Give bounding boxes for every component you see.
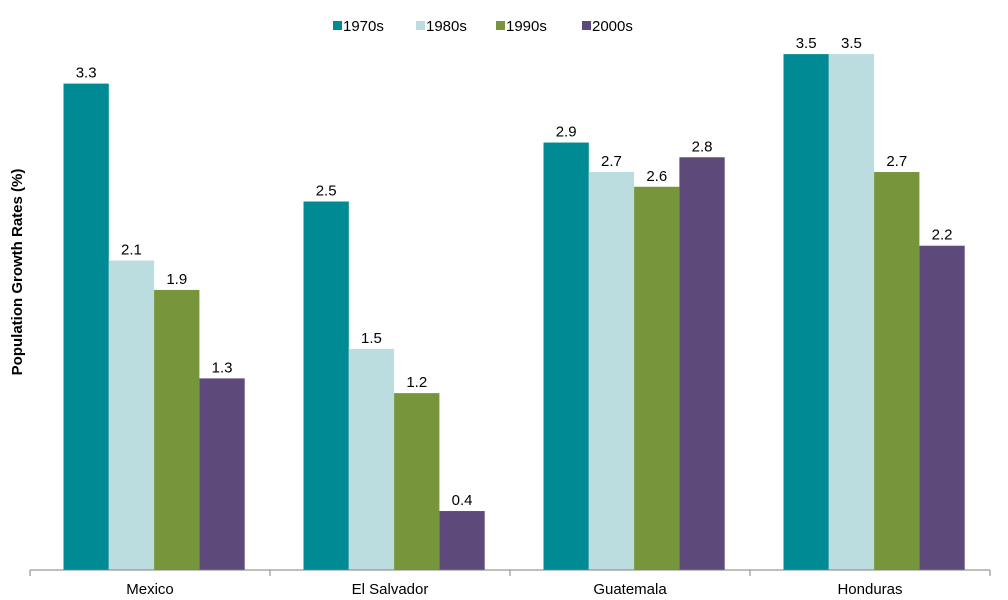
- bar-mexico-1970s: [63, 83, 109, 570]
- value-label: 1.3: [212, 359, 233, 376]
- value-label: 2.6: [646, 168, 667, 185]
- bar-el-salvador-1980s: [348, 348, 395, 570]
- legend-label: 2000s: [592, 18, 633, 35]
- bar-el-salvador-1990s: [394, 393, 440, 570]
- y-axis-label: Population Growth Rates (%): [9, 169, 26, 376]
- bar-honduras-2000s: [919, 245, 965, 570]
- x-tick-label: Mexico: [126, 581, 174, 598]
- bar-mexico-2000s: [199, 378, 245, 570]
- value-label: 1.2: [406, 374, 427, 391]
- value-label: 2.5: [316, 183, 337, 200]
- bar-guatemala-1990s: [634, 186, 680, 570]
- value-label: 2.8: [692, 138, 713, 155]
- bar-honduras-1990s: [874, 172, 920, 570]
- bar-mexico-1990s: [154, 289, 200, 570]
- value-label: 3.5: [796, 35, 817, 52]
- legend-swatch: [496, 21, 505, 30]
- bar-mexico-1980s: [108, 260, 155, 570]
- legend-swatch: [333, 21, 342, 30]
- value-label: 2.9: [556, 124, 577, 141]
- legend-label: 1970s: [343, 18, 384, 35]
- value-label: 2.7: [886, 153, 907, 170]
- bars: [63, 54, 965, 571]
- value-label: 2.1: [121, 241, 142, 258]
- bar-el-salvador-1970s: [303, 201, 349, 570]
- bar-guatemala-1970s: [543, 142, 589, 571]
- value-labels: 3.3 2.1 1.9 1.3 2.5 1.5 1.2 0.4 2.9 2.7 2.6 2.8 3.5 3…: [76, 35, 953, 509]
- legend: 1970s 1980s 1990s 2000s: [333, 18, 633, 35]
- x-tick-label: El Salvador: [352, 581, 429, 598]
- legend-swatch: [582, 21, 591, 30]
- bar-honduras-1980s: [828, 54, 875, 571]
- bar-guatemala-2000s: [679, 157, 725, 570]
- value-label: 2.7: [601, 153, 622, 170]
- value-label: 1.5: [361, 330, 382, 347]
- bar-el-salvador-2000s: [439, 511, 485, 570]
- x-axis: Mexico El Salvador Guatemala Honduras: [29, 569, 991, 598]
- value-label: 3.3: [76, 65, 97, 82]
- legend-swatch: [416, 21, 425, 30]
- value-label: 3.5: [841, 35, 862, 52]
- value-label: 2.2: [932, 227, 953, 244]
- bar-guatemala-1980s: [588, 172, 635, 570]
- x-tick-label: Honduras: [837, 581, 902, 598]
- x-tick-label: Guatemala: [593, 581, 667, 598]
- value-label: 0.4: [452, 492, 473, 509]
- legend-label: 1980s: [426, 18, 467, 35]
- value-label: 1.9: [166, 271, 187, 288]
- bar-honduras-1970s: [783, 54, 829, 571]
- legend-label: 1990s: [506, 18, 547, 35]
